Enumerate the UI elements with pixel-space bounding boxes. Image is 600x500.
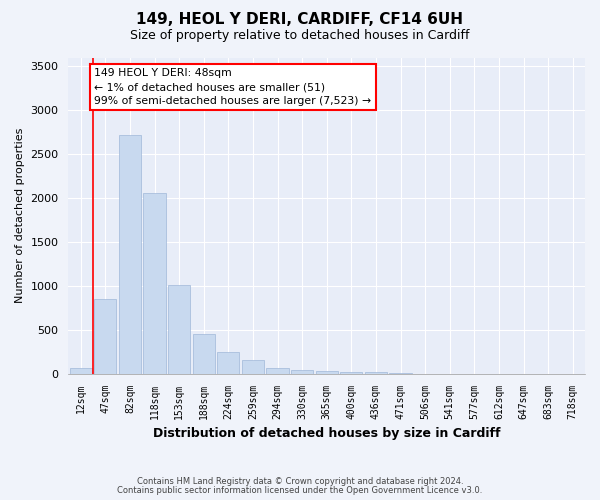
Text: 149, HEOL Y DERI, CARDIFF, CF14 6UH: 149, HEOL Y DERI, CARDIFF, CF14 6UH — [137, 12, 464, 28]
Bar — [242, 360, 264, 374]
Text: Size of property relative to detached houses in Cardiff: Size of property relative to detached ho… — [130, 29, 470, 42]
Text: Contains public sector information licensed under the Open Government Licence v3: Contains public sector information licen… — [118, 486, 482, 495]
Bar — [217, 352, 239, 374]
Bar — [340, 372, 362, 374]
Bar — [266, 368, 289, 374]
Bar — [193, 334, 215, 374]
Bar — [168, 285, 190, 374]
Bar — [94, 299, 116, 374]
Bar — [365, 372, 387, 374]
Bar — [119, 135, 141, 374]
Bar — [143, 193, 166, 374]
Text: Contains HM Land Registry data © Crown copyright and database right 2024.: Contains HM Land Registry data © Crown c… — [137, 477, 463, 486]
Bar — [291, 370, 313, 374]
Bar — [316, 370, 338, 374]
X-axis label: Distribution of detached houses by size in Cardiff: Distribution of detached houses by size … — [153, 427, 500, 440]
Text: 149 HEOL Y DERI: 48sqm
← 1% of detached houses are smaller (51)
99% of semi-deta: 149 HEOL Y DERI: 48sqm ← 1% of detached … — [94, 68, 371, 106]
Bar — [70, 368, 92, 374]
Y-axis label: Number of detached properties: Number of detached properties — [15, 128, 25, 304]
Bar — [389, 373, 412, 374]
